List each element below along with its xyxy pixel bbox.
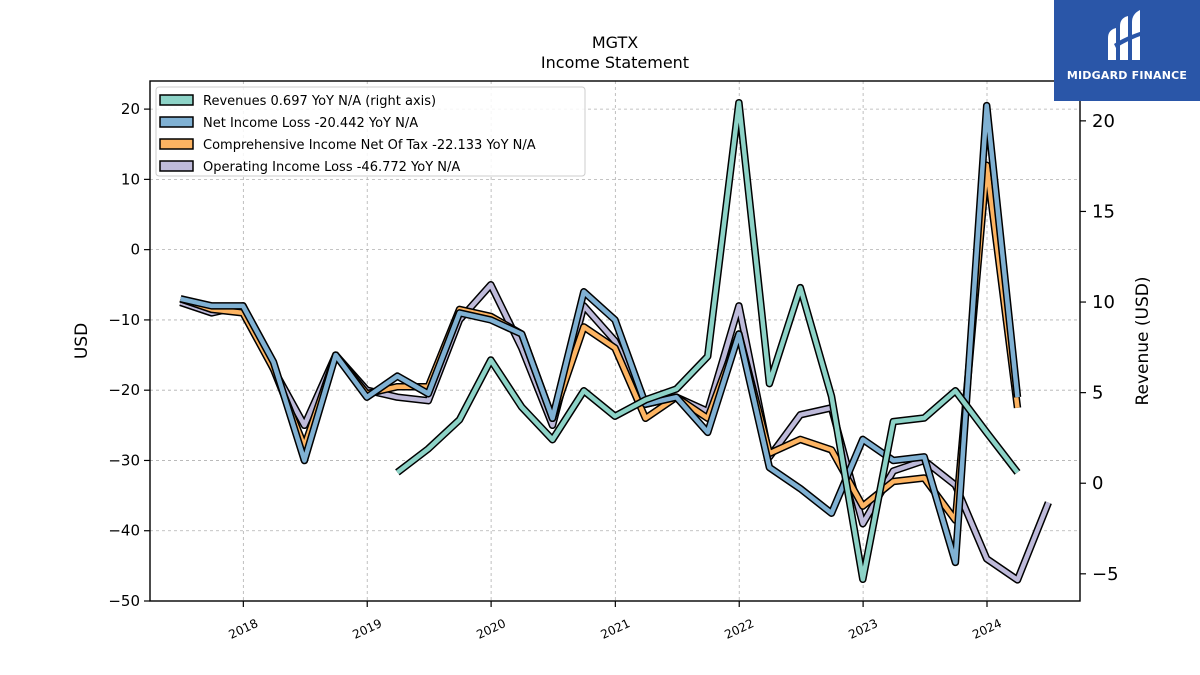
series-layer	[179, 98, 1052, 584]
legend: Revenues 0.697 YoY N/A (right axis) Net I…	[155, 86, 586, 177]
y-tick-label: −10	[108, 311, 140, 329]
series-line	[395, 98, 1021, 584]
legend-box	[155, 86, 586, 177]
legend-swatch	[159, 138, 194, 150]
legend-entry: Operating Income Loss -46.772 YoY N/A	[203, 160, 460, 175]
legend-entry: Revenues 0.697 YoY N/A (right axis)	[203, 94, 436, 109]
legend-entry: Comprehensive Income Net Of Tax -22.133 …	[203, 138, 536, 153]
chart-subtitle: Income Statement	[540, 53, 690, 72]
y2-tick-label: 0	[1092, 473, 1103, 494]
x-tick-label: 2024	[970, 616, 1004, 642]
legend-swatch	[159, 116, 194, 128]
y-tick-label: 20	[121, 100, 140, 118]
chart-title: MGTX	[591, 33, 639, 52]
legend-swatch	[159, 94, 194, 106]
legend-entry: Net Income Loss -20.442 YoY N/A	[203, 116, 418, 131]
series-line	[179, 161, 1022, 524]
series-outline	[179, 161, 1022, 524]
y2-tick-label: 15	[1092, 201, 1115, 222]
y-tick-label: 10	[121, 170, 140, 188]
y-tick-label: −20	[108, 381, 140, 399]
x-tick-label: 2019	[350, 616, 384, 642]
logo-text: MIDGARD FINANCE	[1066, 69, 1188, 82]
x-tick-label: 2022	[722, 616, 756, 642]
series-line	[179, 101, 1022, 567]
y2-tick-label: 10	[1092, 292, 1115, 313]
y-tick-label: −40	[108, 522, 140, 540]
series-path	[396, 100, 1020, 582]
y2-axis-label: Revenue (USD)	[1133, 276, 1153, 405]
series-path	[179, 163, 1020, 523]
x-tick-label: 2018	[227, 616, 261, 642]
y-tick-label: −30	[108, 451, 140, 469]
x-tick-label: 2020	[474, 616, 508, 642]
midgard-finance-logo: MIDGARD FINANCE	[1054, 0, 1200, 101]
logo-mark-icon	[1108, 10, 1146, 60]
y2-tick-label: 5	[1092, 383, 1103, 404]
y2-tick-label: 20	[1092, 111, 1115, 132]
legend-swatch	[159, 160, 194, 172]
y2-tick-label: −5	[1092, 564, 1119, 585]
series-path	[180, 103, 1020, 565]
y-tick-label: −50	[108, 592, 140, 610]
y-axis-label: USD	[72, 323, 92, 359]
y-tick-label: 0	[130, 241, 140, 259]
x-tick-label: 2023	[846, 616, 880, 642]
x-tick-label: 2021	[599, 616, 633, 642]
